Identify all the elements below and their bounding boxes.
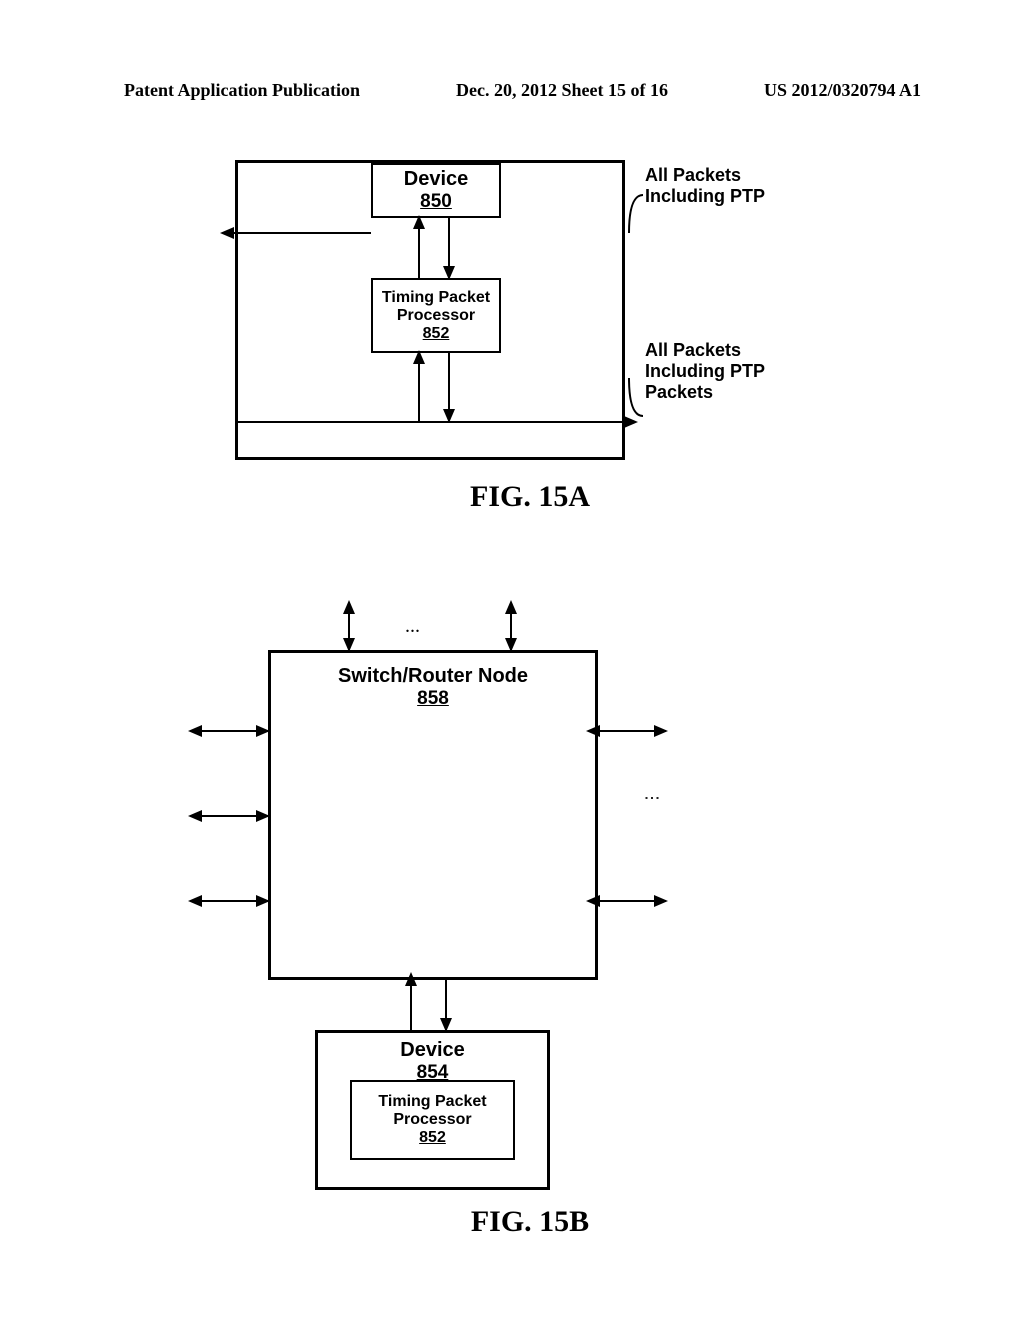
switch-858-box: Switch/Router Node 858 <box>268 650 598 980</box>
header-center: Dec. 20, 2012 Sheet 15 of 16 <box>456 80 668 101</box>
timing-852b-label2: Processor <box>352 1111 513 1129</box>
annotation-top: All Packets Including PTP <box>645 165 765 207</box>
header-right: US 2012/0320794 A1 <box>764 80 921 101</box>
timing-852a-number: 852 <box>373 325 499 343</box>
conn-arrow-down-head <box>440 1018 452 1032</box>
conn-arrow-up-head <box>405 972 417 986</box>
top-arrow-right-down <box>505 638 517 652</box>
right-arrow2-head-l <box>586 895 600 907</box>
left-arrow1-head-l <box>188 725 202 737</box>
v-arrow-down-head2 <box>443 409 455 423</box>
annotation-bottom-line3: Packets <box>645 382 765 403</box>
curve-top-right <box>626 193 646 238</box>
left-arrow3-head-r <box>256 895 270 907</box>
right-vdots: ⋮ <box>642 790 661 806</box>
switch-858-number: 858 <box>271 688 595 710</box>
timing-processor-852b-box: Timing Packet Processor 852 <box>350 1080 515 1160</box>
timing-processor-852a-box: Timing Packet Processor 852 <box>371 278 501 353</box>
left-arrow3-head-l <box>188 895 202 907</box>
v-arrow-down-head1 <box>443 266 455 280</box>
left-arrow1-head-r <box>256 725 270 737</box>
right-arrow1-head-r <box>654 725 668 737</box>
arrow-bottomright-head <box>624 416 638 428</box>
fig-15b-container: Switch/Router Node 858 Device 854 Timing… <box>230 600 830 1250</box>
header-left: Patent Application Publication <box>124 80 360 101</box>
right-arrow2-head-r <box>654 895 668 907</box>
left-arrow2-head-r <box>256 810 270 822</box>
top-arrow-left-up <box>343 600 355 614</box>
device-850-label: Device <box>373 168 499 191</box>
arrow-topleft-head <box>220 227 234 239</box>
arrow-topleft-line <box>233 232 371 234</box>
curve-bottom-right <box>626 376 646 421</box>
annotation-bottom-line1: All Packets <box>645 340 765 361</box>
v-arrow-up-head2 <box>413 350 425 364</box>
right-arrow1-head-l <box>586 725 600 737</box>
page-header: Patent Application Publication Dec. 20, … <box>0 80 1024 101</box>
v-arrow-up-head1 <box>413 215 425 229</box>
device-854-label: Device <box>318 1039 547 1062</box>
annotation-bottom-line2: Including PTP <box>645 361 765 382</box>
switch-858-label: Switch/Router Node <box>271 665 595 688</box>
top-dots: ... <box>405 615 420 638</box>
fig-15a-caption: FIG. 15A <box>230 480 830 514</box>
annotation-top-line2: Including PTP <box>645 186 765 207</box>
top-arrow-right-up <box>505 600 517 614</box>
timing-852a-label2: Processor <box>373 307 499 325</box>
outer-box-15a: Device 850 Timing Packet Processor 852 <box>235 160 625 460</box>
top-arrow-left-down <box>343 638 355 652</box>
device-850-box: Device 850 <box>371 163 501 218</box>
annotation-bottom: All Packets Including PTP Packets <box>645 340 765 403</box>
timing-852a-label1: Timing Packet <box>373 289 499 307</box>
fig-15b-caption: FIG. 15B <box>230 1205 830 1239</box>
device-850-number: 850 <box>373 191 499 213</box>
fig-15a-container: Device 850 Timing Packet Processor 852 <box>230 160 830 540</box>
timing-852b-number: 852 <box>352 1129 513 1147</box>
left-arrow2-head-l <box>188 810 202 822</box>
annotation-top-line1: All Packets <box>645 165 765 186</box>
conn-arrow-up-line <box>410 980 412 1030</box>
timing-852b-label1: Timing Packet <box>352 1093 513 1111</box>
bottom-line-15a <box>236 421 624 423</box>
